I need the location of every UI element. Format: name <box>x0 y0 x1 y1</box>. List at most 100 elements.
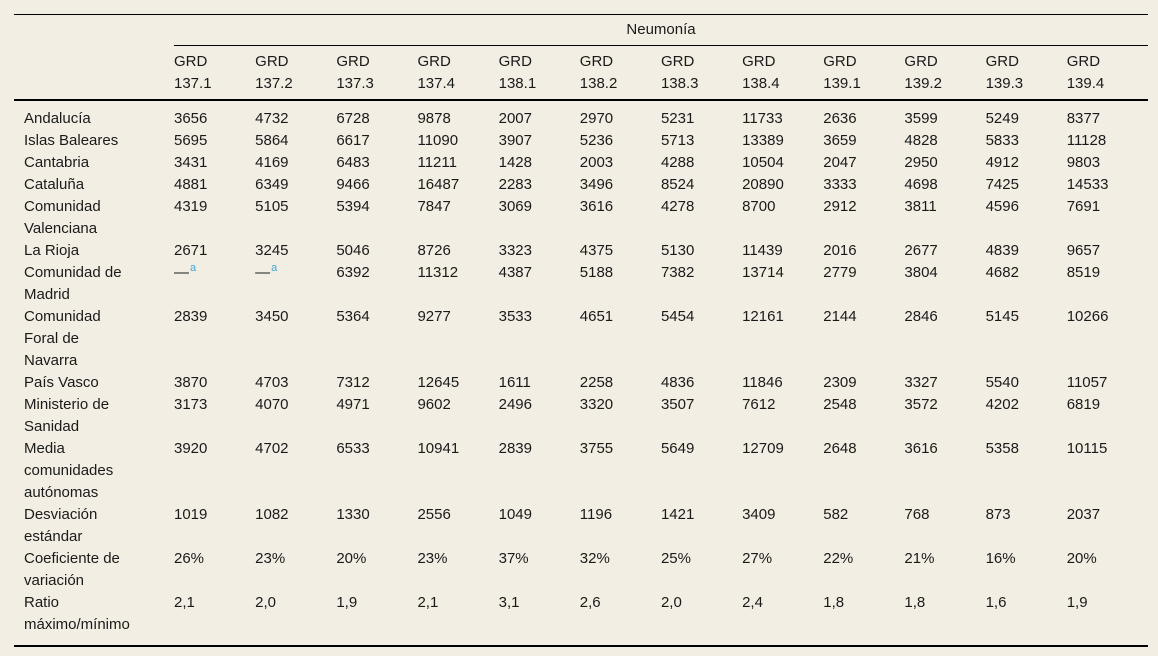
row-label: Andalucía <box>24 110 91 127</box>
data-cell: 768 <box>904 506 930 523</box>
data-cell: 11057 <box>1066 374 1108 391</box>
data-cell: 3616 <box>579 198 614 215</box>
group-header-neumonia: Neumonía <box>174 14 1148 46</box>
data-cell: 6349 <box>255 176 289 193</box>
data-cell: 3507 <box>660 396 695 413</box>
table-row: Comunidad de Madrid —a —a 6392 11312 4387 5188… <box>14 262 1148 306</box>
footnote-marker[interactable]: a <box>190 262 197 274</box>
data-cell: 11733 <box>742 110 783 127</box>
column-header-grd-138.1: GRD 138.1 <box>498 45 580 101</box>
data-cell: 5231 <box>660 110 695 127</box>
data-cell: 8700 <box>742 198 776 215</box>
data-cell: 4971 <box>336 396 370 413</box>
data-cell: 13389 <box>742 132 784 149</box>
data-cell: 2,1 <box>417 594 439 611</box>
footnote-marker[interactable]: a <box>271 262 278 274</box>
data-cell: 2950 <box>904 154 938 171</box>
data-cell: 2912 <box>823 198 857 215</box>
data-cell: —a <box>174 262 255 306</box>
data-cell: 8519 <box>1066 264 1101 281</box>
column-header-grd-137.1: GRD 137.1 <box>174 45 256 101</box>
data-cell: 9803 <box>1066 154 1101 171</box>
table-body: Andalucía 3656 4732 6728 9878 2007 2970 5231 117… <box>14 100 1148 646</box>
data-cell: 1196 <box>579 506 613 523</box>
data-cell: 8524 <box>660 176 695 193</box>
row-label: Comunidad Valenciana <box>24 198 101 237</box>
data-cell: 3599 <box>904 110 938 127</box>
table-row: Desviación estándar 1019 1082 1330 2556 1049 1… <box>14 504 1148 548</box>
row-label: Cantabria <box>24 154 90 171</box>
table-row: Comunidad Foral de Navarra 2839 3450 5364 92… <box>14 306 1148 372</box>
data-cell: 1,8 <box>823 594 845 611</box>
data-cell: 9657 <box>1066 242 1101 259</box>
data-cell: 2648 <box>823 440 857 457</box>
group-header-row: Neumonía <box>14 14 1148 46</box>
data-cell: 37% <box>498 550 529 567</box>
data-cell: 1428 <box>498 154 532 171</box>
data-cell: 3533 <box>498 308 532 325</box>
row-label: Ministerio de Sanidad <box>24 396 110 435</box>
data-cell: 2839 <box>174 308 208 325</box>
data-cell: 2496 <box>498 396 532 413</box>
data-cell: 4703 <box>255 374 289 391</box>
data-cell: 11090 <box>417 132 459 149</box>
data-cell: 4836 <box>660 374 695 391</box>
data-cell: 2556 <box>417 506 451 523</box>
data-cell: 4278 <box>660 198 695 215</box>
column-header-grd-139.3: GRD 139.3 <box>985 45 1067 101</box>
data-cell: 8377 <box>1066 110 1101 127</box>
data-cell: 5358 <box>985 440 1019 457</box>
data-cell: 8726 <box>417 242 451 259</box>
data-cell: 2548 <box>823 396 857 413</box>
data-cell: 4202 <box>985 396 1019 413</box>
row-label: Cataluña <box>24 176 85 193</box>
data-cell: 2,0 <box>255 594 277 611</box>
data-cell: 20% <box>336 550 367 567</box>
missing-value-dash: — <box>255 264 271 281</box>
data-cell: 3572 <box>904 396 938 413</box>
data-cell: 4288 <box>660 154 695 171</box>
data-cell: 3173 <box>174 396 208 413</box>
data-cell: 12645 <box>417 374 460 391</box>
data-cell: 1082 <box>255 506 289 523</box>
data-cell: 21% <box>904 550 935 567</box>
data-cell: 11312 <box>417 264 459 281</box>
data-cell: 3616 <box>904 440 938 457</box>
data-cell: 5145 <box>985 308 1019 325</box>
data-cell: 3450 <box>255 308 289 325</box>
data-cell: 6392 <box>336 264 370 281</box>
data-cell: 20% <box>1066 550 1097 567</box>
data-cell: 22% <box>823 550 854 567</box>
data-cell: 5046 <box>336 242 370 259</box>
column-header-grd-138.3: GRD 138.3 <box>660 45 743 101</box>
data-cell: 5394 <box>336 198 370 215</box>
data-cell: 1,9 <box>1066 594 1088 611</box>
data-cell: 10941 <box>417 440 460 457</box>
data-cell: 7847 <box>417 198 451 215</box>
data-cell: 2258 <box>579 374 614 391</box>
data-cell: 10115 <box>1066 440 1108 457</box>
data-cell: 2144 <box>823 308 857 325</box>
table-row: Andalucía 3656 4732 6728 9878 2007 2970 5231 117… <box>14 100 1148 130</box>
table-row: Coeficiente de variación 26% 23% 20% 23% 37% 3… <box>14 548 1148 592</box>
data-cell: 16487 <box>417 176 460 193</box>
data-cell: 3659 <box>823 132 857 149</box>
table-row: Ministerio de Sanidad 3173 4070 4971 9602 249… <box>14 394 1148 438</box>
data-cell: 26% <box>174 550 205 567</box>
table-row: Comunidad Valenciana 4319 5105 5394 7847 3069… <box>14 196 1148 240</box>
data-cell: 2970 <box>579 110 614 127</box>
row-label: País Vasco <box>24 374 99 391</box>
data-cell: 6819 <box>1066 396 1101 413</box>
data-cell: 4375 <box>579 242 614 259</box>
data-cell: 6483 <box>336 154 370 171</box>
row-label: Desviación estándar <box>24 506 98 545</box>
data-cell: 5695 <box>174 132 208 149</box>
data-cell: 2016 <box>823 242 857 259</box>
data-cell: 5188 <box>579 264 614 281</box>
neumonia-grd-table: Neumonía GRD 137.1 GRD 137.2 GRD 137.3 GRD 137.… <box>14 14 1148 647</box>
data-cell: 1049 <box>498 506 532 523</box>
data-cell: 5130 <box>660 242 695 259</box>
data-cell: 27% <box>742 550 773 567</box>
data-cell: 3907 <box>498 132 532 149</box>
